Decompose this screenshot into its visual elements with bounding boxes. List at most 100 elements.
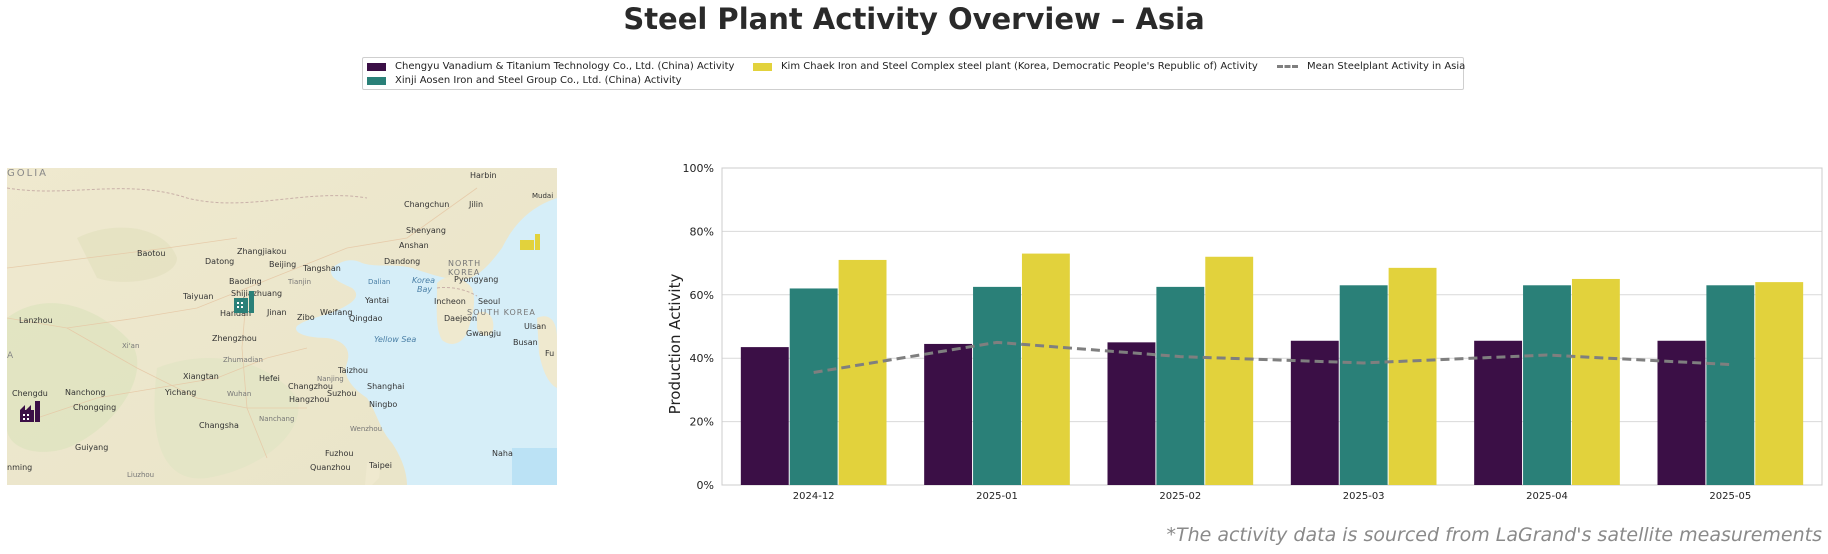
map-label: Pyongyang — [454, 275, 498, 284]
map-label: Taipei — [368, 461, 392, 470]
map-label: Liuzhou — [127, 471, 154, 479]
bar-xinji — [789, 288, 838, 485]
map-label: Daejeon — [444, 314, 477, 323]
bar-chengyu — [1107, 342, 1156, 485]
bars — [740, 253, 1804, 485]
map-label: Busan — [513, 338, 538, 347]
bar-kimchaek — [1205, 256, 1254, 485]
y-tick-label: 60% — [690, 289, 714, 302]
chart-canvas: 0% 20% 40% 60% 80% 100% 2024-12 2025-01 2025-02… — [666, 162, 1823, 502]
bar-xinji — [1339, 285, 1388, 485]
map-label: Weifang — [320, 308, 352, 317]
map-label: Hefei — [259, 374, 280, 383]
y-tick-label: 40% — [690, 352, 714, 365]
factory-icon — [20, 401, 40, 422]
legend-swatch-kimchaek — [753, 62, 772, 71]
bar-kimchaek — [838, 259, 887, 485]
bar-chengyu — [1474, 340, 1523, 485]
sea-area — [296, 198, 557, 485]
map-label-north-korea-2: KOREA — [448, 268, 480, 277]
map-label: Changsha — [199, 421, 239, 430]
bar-chengyu — [1290, 340, 1339, 485]
legend-label-mean: Mean Steelplant Activity in Asia — [1307, 61, 1466, 72]
map-label: Anshan — [399, 241, 429, 250]
y-axis-label: Production Activity — [666, 274, 684, 415]
y-tick-label: 100% — [683, 162, 714, 175]
map-label: Taizhou — [337, 366, 368, 375]
bar-chart: 0% 20% 40% 60% 80% 100% 2024-12 2025-01 2025-02… — [660, 150, 1828, 502]
x-tick-label: 2025-04 — [1526, 491, 1568, 500]
map-label: GOLIA — [7, 168, 48, 179]
map-label: A — [7, 351, 14, 361]
map-label: Guiyang — [75, 443, 108, 452]
map-label: Xiangtan — [183, 372, 219, 381]
map-label-korea-bay-2: Bay — [417, 285, 432, 294]
map-label: Beijing — [269, 260, 296, 269]
map-label: Nanchang — [259, 415, 294, 423]
map-label: Zhengzhou — [212, 334, 257, 343]
map-label: Fu — [545, 349, 554, 358]
mean-line-layer — [813, 340, 1731, 374]
map-canvas: GOLIA Harbin Mudai Changchun Jilin Sheny… — [7, 168, 557, 485]
y-tick-labels: 0% 20% 40% 60% 80% 100% — [683, 162, 714, 492]
map-label: Suzhou — [327, 389, 356, 398]
map-label: Ningbo — [369, 400, 397, 409]
legend-label-kimchaek: Kim Chaek Iron and Steel Complex steel p… — [781, 61, 1258, 72]
map-labels: GOLIA Harbin Mudai Changchun Jilin Sheny… — [7, 168, 554, 479]
legend-item-kimchaek: Kim Chaek Iron and Steel Complex steel p… — [753, 61, 1258, 72]
legend-swatch-chengyu — [367, 62, 386, 71]
deep-sea — [512, 448, 557, 485]
map-label: Seoul — [478, 297, 500, 306]
bar-kimchaek — [1388, 267, 1437, 485]
legend-item-mean: Mean Steelplant Activity in Asia — [1277, 61, 1465, 72]
y-tick-label: 20% — [690, 416, 714, 429]
map-label: Tangshan — [302, 264, 341, 273]
chart-legend: Chengyu Vanadium & Titanium Technology C… — [362, 57, 1465, 90]
map-label: Incheon — [434, 297, 466, 306]
map-label-korea-bay: Korea — [412, 276, 435, 285]
map-label: Naha — [492, 449, 513, 458]
x-tick-labels: 2024-12 2025-01 2025-02 2025-03 2025-04 2025-… — [793, 491, 1751, 502]
map-label: Nanjing — [317, 375, 344, 383]
bar-chengyu — [1657, 340, 1706, 485]
bar-xinji — [1523, 285, 1571, 485]
page-title: Steel Plant Activity Overview – Asia — [623, 2, 1205, 36]
legend-label-chengyu: Chengyu Vanadium & Titanium Technology C… — [395, 61, 735, 72]
map-label: Zibo — [297, 313, 315, 322]
map-label: Yichang — [164, 388, 196, 397]
bar-xinji — [1156, 286, 1205, 485]
map-label: Gwangju — [466, 329, 501, 338]
map-label: Nanchong — [65, 388, 105, 397]
road-network — [7, 187, 478, 459]
bar-chengyu — [740, 347, 789, 485]
bar-kimchaek — [1571, 278, 1620, 485]
map-label: nming — [7, 463, 32, 472]
map-label: Dalian — [368, 278, 390, 286]
factory-icon — [234, 291, 254, 313]
land-area — [477, 311, 494, 336]
x-tick-label: 2025-05 — [1709, 491, 1751, 500]
map-label: Datong — [205, 257, 234, 266]
map-label: Jinan — [266, 308, 287, 317]
y-tick-label: 0% — [697, 479, 714, 492]
map-label: Taiyuan — [182, 292, 213, 301]
map-label: Harbin — [470, 171, 497, 180]
factory-icon — [520, 234, 540, 250]
map-label: Dandong — [384, 257, 420, 266]
map-label: Lanzhou — [19, 316, 53, 325]
map-label: Jilin — [468, 200, 483, 209]
legend-label-xinji: Xinji Aosen Iron and Steel Group Co., Lt… — [395, 75, 682, 86]
map-label: Qingdao — [349, 314, 383, 323]
map-label: SOUTH KOREA — [467, 308, 536, 317]
borders — [7, 187, 478, 297]
x-tick-label: 2025-02 — [1159, 491, 1201, 500]
map-label: Changzhou — [288, 382, 333, 391]
map-label: Quanzhou — [310, 463, 351, 472]
bar-xinji — [973, 286, 1021, 485]
map-label: Ulsan — [524, 322, 546, 331]
legend-swatch-mean — [1277, 65, 1298, 68]
x-tick-label: 2025-01 — [976, 491, 1018, 500]
terrain-patch — [154, 358, 299, 479]
map-label: Chongqing — [73, 403, 116, 412]
map-label: Shenyang — [406, 226, 446, 235]
